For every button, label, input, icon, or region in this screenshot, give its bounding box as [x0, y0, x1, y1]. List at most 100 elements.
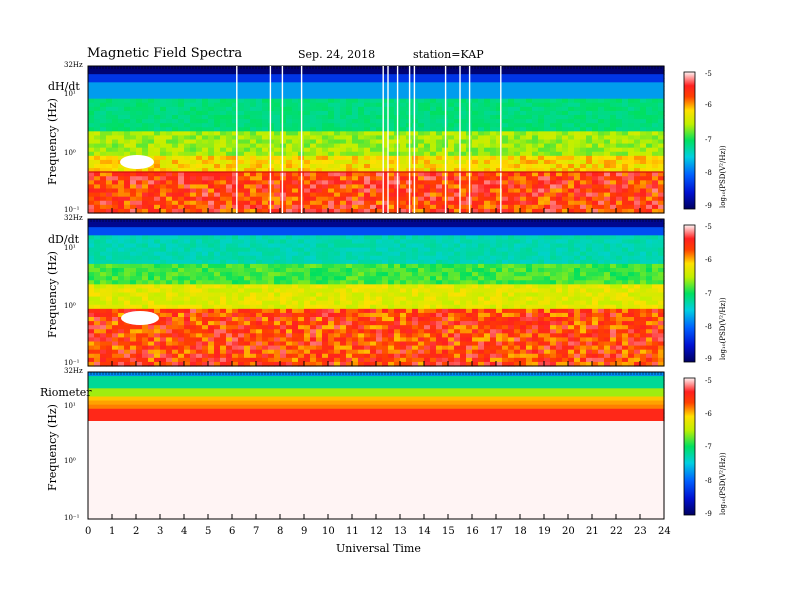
spectrogram-cell — [250, 284, 257, 290]
spectrogram-cell — [430, 196, 437, 202]
spectrogram-cell — [616, 115, 623, 120]
spectrogram-cell — [568, 204, 575, 210]
spectrogram-cell — [208, 280, 215, 285]
spectrogram-cell — [538, 110, 545, 116]
spectrogram-cell — [346, 123, 353, 128]
spectrogram-cell — [316, 155, 323, 161]
spectrogram-cell — [262, 317, 269, 322]
spectrogram-cell — [556, 151, 563, 157]
spectrogram-cell — [352, 180, 359, 186]
spectrogram-cell — [202, 243, 209, 249]
spectrogram-cell — [154, 255, 161, 261]
spectrogram-cell — [172, 184, 179, 190]
spectrogram-cell — [220, 300, 227, 306]
spectrogram-cell — [214, 98, 221, 104]
spectrogram-cell — [280, 94, 287, 100]
spectrogram-cell — [388, 70, 395, 75]
spectrogram-cell — [316, 94, 323, 100]
spectrogram-cell — [100, 200, 107, 206]
spectrogram-cell — [250, 151, 257, 157]
spectrogram-cell — [538, 151, 545, 157]
spectrogram-cell — [610, 74, 617, 79]
spectrogram-cell — [172, 78, 179, 83]
spectrogram-cell — [598, 204, 605, 210]
spectrogram-cell — [610, 127, 617, 132]
spectrogram-cell — [130, 268, 137, 273]
spectrogram-cell — [118, 317, 125, 322]
spectrogram-cell — [274, 127, 281, 132]
spectrogram-cell — [496, 98, 503, 104]
spectrogram-cell — [376, 192, 383, 198]
spectrogram-cell — [244, 119, 251, 124]
spectrogram-cell — [148, 251, 155, 257]
spectrogram-cell — [520, 143, 527, 149]
spectrogram-cell — [184, 200, 191, 206]
spectrogram-cell — [88, 110, 95, 116]
spectrogram-cell — [178, 66, 185, 71]
spectrogram-cell — [616, 192, 623, 198]
spectrogram-cell — [604, 172, 611, 177]
spectrogram-cell — [256, 345, 263, 351]
spectrogram-cell — [388, 151, 395, 157]
spectrogram-cell — [352, 90, 359, 96]
spectrogram-cell — [580, 94, 587, 100]
spectrogram-cell — [310, 176, 317, 181]
spectrogram-cell — [274, 168, 281, 173]
spectrogram-cell — [436, 180, 443, 186]
spectrogram-cell — [274, 243, 281, 249]
spectrogram-cell — [202, 361, 209, 367]
spectrogram-cell — [502, 94, 509, 100]
spectrogram-cell — [196, 94, 203, 100]
spectrogram-cell — [364, 180, 371, 186]
spectrogram-cell — [562, 102, 569, 108]
spectrogram-cell — [532, 155, 539, 161]
spectrogram-cell — [418, 135, 425, 141]
spectrogram-cell — [262, 172, 269, 177]
spectrogram-cell — [232, 349, 239, 355]
spectrogram-cell — [226, 231, 233, 236]
spectrogram-cell — [136, 188, 143, 194]
spectrogram-cell — [544, 102, 551, 108]
spectrogram-cell — [226, 155, 233, 161]
spectrogram-cell — [112, 280, 119, 285]
spectrogram-cell — [190, 143, 197, 149]
spectrogram-cell — [232, 86, 239, 92]
spectrogram-cell — [496, 184, 503, 190]
spectrogram-cell — [166, 204, 173, 210]
spectrogram-cell — [148, 147, 155, 153]
spectrogram-cell — [340, 143, 347, 149]
spectrogram-cell — [562, 151, 569, 157]
spectrogram-cell — [172, 353, 179, 359]
spectrogram-cell — [292, 239, 299, 245]
spectrogram-cell — [250, 123, 257, 128]
spectrogram-cell — [238, 251, 245, 257]
spectrogram-cell — [244, 164, 251, 169]
spectrogram-cell — [436, 90, 443, 96]
spectrogram-cell — [454, 119, 461, 124]
spectrogram-cell — [430, 94, 437, 100]
spectrogram-cell — [118, 176, 125, 181]
spectrogram-cell — [382, 66, 389, 71]
spectrogram-cell — [538, 94, 545, 100]
spectrogram-cell — [166, 357, 173, 363]
spectrogram-cell — [430, 131, 437, 137]
spectrogram-cell — [484, 74, 491, 79]
spectrogram-cell — [106, 147, 113, 153]
spectrogram-cell — [274, 119, 281, 124]
spectrogram-cell — [514, 147, 521, 153]
spectrogram-cell — [412, 82, 419, 88]
spectrogram-cell — [304, 131, 311, 137]
spectrogram-cell — [322, 192, 329, 198]
spectrogram-cell — [268, 94, 275, 100]
spectrogram-cell — [286, 119, 293, 124]
spectrogram-cell — [436, 159, 443, 165]
spectrogram-cell — [322, 204, 329, 210]
spectrogram-cell — [556, 102, 563, 108]
spectrogram-cell — [196, 288, 203, 294]
spectrogram-cell — [490, 151, 497, 157]
spectrogram-cell — [328, 164, 335, 169]
spectrogram-cell — [148, 115, 155, 120]
spectrogram-cell — [190, 333, 197, 339]
spectrogram-cell — [478, 159, 485, 165]
spectrogram-cell — [532, 123, 539, 128]
